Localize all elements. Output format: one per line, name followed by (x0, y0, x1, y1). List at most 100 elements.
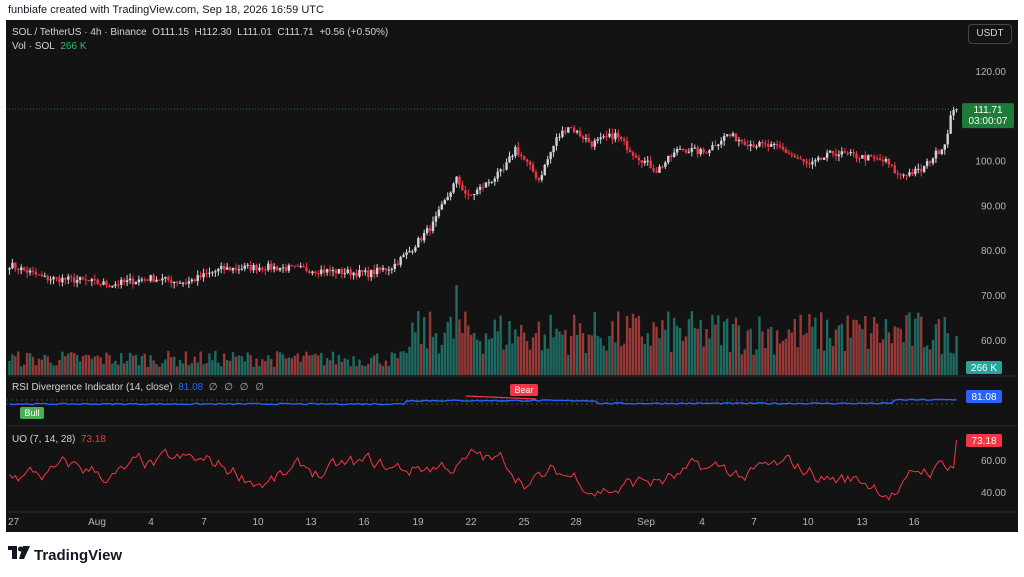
chart-frame[interactable]: 120.00110.00100.0090.0080.0070.0060.0011… (6, 20, 1018, 532)
volume-bar (272, 366, 276, 375)
candle-body (852, 152, 855, 154)
volume-bar (22, 364, 26, 375)
candle-body (749, 144, 752, 147)
volume-bar (208, 353, 211, 375)
candle-body (814, 160, 817, 162)
uo-value: 73.18 (80, 434, 106, 445)
open-label: O (152, 27, 160, 38)
symbol-name[interactable]: SOL / TetherUS · 4h · Binance (12, 27, 147, 38)
volume-bar (772, 354, 776, 375)
volume-bar (381, 366, 385, 375)
open-value: 111.15 (159, 27, 189, 38)
candle-body (158, 279, 161, 281)
volume-bar (234, 356, 238, 375)
volume-bar (414, 332, 417, 375)
volume-bar (170, 357, 173, 375)
candle-body (93, 279, 96, 281)
volume-bar (570, 335, 573, 375)
candle-body (90, 279, 94, 282)
candle-body (778, 145, 782, 147)
volume-bar (602, 345, 605, 375)
volume-bar (317, 355, 320, 375)
volume-bar (572, 314, 576, 375)
candle-body (346, 269, 349, 274)
candle-body (399, 257, 402, 265)
volume-bar (837, 325, 841, 375)
candle-body (534, 171, 538, 178)
volume-bar (137, 365, 141, 375)
candle-body (381, 268, 385, 270)
close-value: 111.71 (284, 27, 314, 38)
currency-button[interactable]: USDT (968, 24, 1012, 44)
time-axis-label: 4 (699, 517, 705, 528)
candle-body (375, 267, 379, 275)
brand-footer[interactable]: TradingView (8, 546, 122, 564)
volume-bar (681, 341, 685, 375)
volume-bar (331, 351, 335, 375)
candle-body (128, 278, 132, 281)
volume-bar (117, 364, 120, 375)
volume-bar (722, 321, 726, 375)
volume-bar (637, 315, 641, 375)
candle-body (893, 165, 896, 174)
candle-body (614, 132, 617, 140)
candle-body (99, 283, 102, 285)
candle-body (49, 279, 52, 281)
candle-body (258, 267, 261, 271)
candle-body (246, 264, 249, 266)
candle-body (275, 266, 279, 271)
candle-body (817, 157, 820, 161)
volume-bar (49, 362, 52, 375)
candle-body (625, 140, 629, 150)
volume-bar (620, 346, 623, 375)
candle-body (861, 154, 864, 159)
volume-bar (199, 351, 202, 375)
candle-body (820, 157, 823, 160)
candle-body (514, 147, 517, 156)
candle-body (652, 168, 655, 171)
candle-body (58, 277, 61, 283)
candle-body (349, 269, 352, 276)
rsi-bull-tag (20, 407, 44, 419)
volume-bar (275, 351, 279, 375)
candle-body (658, 166, 661, 173)
volume-bar (593, 311, 596, 375)
volume-bar (428, 311, 432, 375)
volume-bar (955, 336, 958, 375)
candle-body (40, 274, 44, 276)
volume-bar (555, 328, 558, 375)
candle-body (617, 132, 620, 137)
uo-value-tag-text: 73.18 (971, 436, 996, 447)
volume-bar (658, 338, 661, 375)
candle-body (211, 272, 214, 274)
volume-bar (652, 322, 655, 375)
candle-body (914, 168, 917, 175)
rsi-bull-label: Bull (24, 408, 39, 418)
volume-bar (928, 349, 932, 375)
candle-body (928, 161, 932, 164)
volume-bar (622, 343, 626, 375)
time-axis-label: 16 (358, 517, 370, 528)
rsi-label[interactable]: RSI Divergence Indicator (14, close) (12, 382, 173, 393)
volume-bar (540, 350, 544, 375)
candle-body (572, 127, 576, 133)
candle-body (361, 270, 364, 273)
volume-bar (690, 311, 694, 375)
candle-body (702, 149, 705, 153)
candle-body (808, 163, 811, 165)
volume-label[interactable]: Vol · SOL (12, 41, 55, 52)
candle-body (858, 158, 861, 160)
candle-body (164, 276, 167, 279)
volume-bar (487, 339, 491, 375)
uo-label[interactable]: UO (7, 14, 28) (12, 434, 76, 445)
candle-body (799, 158, 802, 160)
volume-bar (717, 315, 720, 375)
volume-bar (196, 362, 199, 375)
volume-bar (120, 353, 123, 375)
price-axis-label: 120.00 (975, 67, 1006, 78)
candle-body (902, 174, 905, 176)
volume-bar (375, 353, 379, 375)
volume-bar (822, 350, 826, 375)
candle-body (155, 279, 158, 282)
chart-canvas[interactable]: 120.00110.00100.0090.0080.0070.0060.0011… (6, 20, 1018, 532)
